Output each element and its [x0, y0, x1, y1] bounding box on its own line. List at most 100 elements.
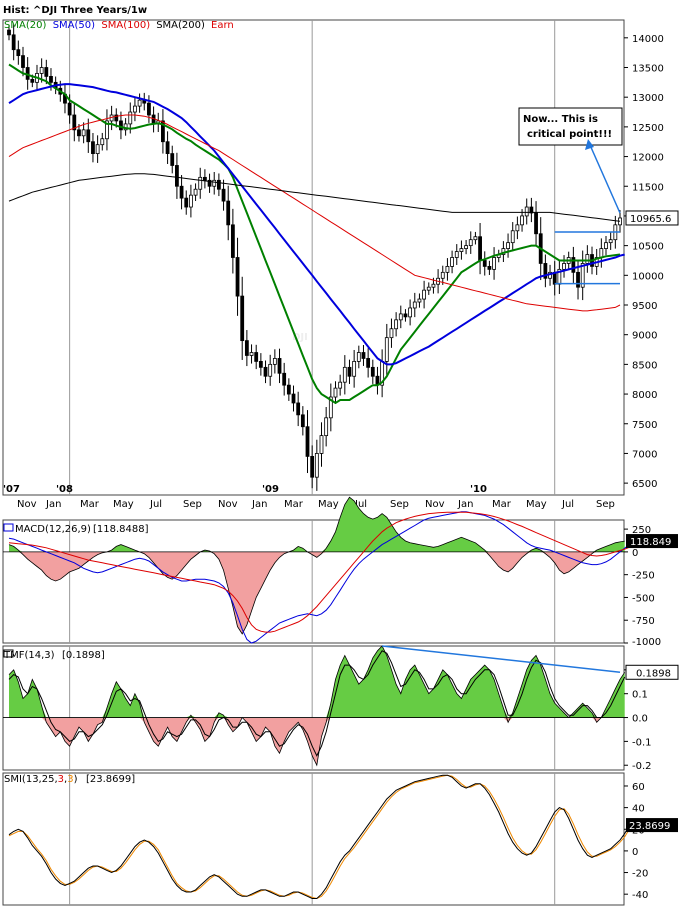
- price-y-tick-label: 7000: [632, 449, 657, 460]
- smi-y-tick-label: 0: [632, 847, 638, 858]
- candle-body: [454, 251, 459, 258]
- smi-y-tick-label: 40: [632, 804, 645, 815]
- candle-body: [398, 313, 403, 321]
- annotation-line1: Now... This is: [523, 114, 598, 125]
- tmf-trend-line: [382, 645, 621, 673]
- candle-body: [30, 78, 35, 83]
- candle-body: [431, 283, 436, 288]
- macd-panel-frame: [2, 519, 625, 644]
- candle-body: [240, 295, 245, 342]
- candle-body: [408, 307, 413, 318]
- candle-body: [49, 76, 53, 83]
- macd-legend-swatch: [3, 523, 14, 532]
- smi-label: SMI(13,25,3,3): [4, 774, 78, 785]
- annotation-arrow-line: [589, 144, 621, 214]
- candle-body: [105, 120, 109, 140]
- smi-current-box: [626, 818, 678, 833]
- candle-body: [580, 263, 585, 288]
- x-tick-label: Jul: [561, 499, 574, 510]
- smi-line: [8, 774, 630, 899]
- candle-body: [487, 266, 492, 270]
- candle-body: [184, 197, 189, 208]
- x-tick-label: Nov: [425, 499, 445, 510]
- price-y-tick-label: 9500: [632, 301, 657, 312]
- candle-body: [202, 176, 207, 181]
- overlay: Now... This is critical point!!! 10965.6: [518, 107, 679, 226]
- tmf-y-tick-label: 0.1: [632, 690, 648, 701]
- macd-y-tick-label: -500: [632, 593, 655, 604]
- x-tick-label: Nov: [17, 499, 37, 510]
- candle-body: [263, 366, 268, 377]
- candle-body: [91, 141, 95, 154]
- macd-label: MACD(12,26,9): [15, 524, 91, 535]
- candle-body: [328, 396, 333, 419]
- candle-body: [510, 230, 515, 244]
- candle-body: [170, 153, 175, 166]
- candle-body: [119, 120, 123, 131]
- smi-y-tick-label: -40: [632, 890, 648, 901]
- x-tick-label: Mar: [492, 499, 512, 510]
- price-y-tick-label: 8000: [632, 390, 657, 401]
- candle-body: [459, 248, 464, 252]
- x-tick-label: '10: [470, 484, 487, 495]
- candle-body: [114, 114, 119, 122]
- candle-body: [445, 266, 450, 273]
- candle-body: [133, 105, 137, 113]
- price-y-tick-label: 10500: [632, 242, 664, 253]
- price-y-tick-label: 8500: [632, 360, 657, 371]
- candle-body: [258, 361, 263, 368]
- macd-histogram-negative-area: [9, 551, 625, 634]
- tmf-y-tick-label: -0.2: [632, 761, 652, 772]
- candle-body: [492, 257, 496, 270]
- tmf-legend-swatch: [3, 649, 14, 658]
- tmf-y-tick-label: -0.1: [632, 737, 652, 748]
- candle-body: [473, 236, 478, 241]
- candle-body: [384, 337, 389, 362]
- candle-body: [571, 257, 576, 273]
- x-tick-label: '07: [3, 484, 20, 495]
- candle-body: [100, 138, 105, 146]
- candle-body: [506, 242, 510, 249]
- candle-body: [356, 352, 361, 362]
- candle-body: [226, 200, 231, 226]
- tmf-negative-area: [9, 717, 625, 766]
- annotation-arrow-head: [585, 139, 594, 150]
- macd-y-tick-label: 250: [632, 525, 651, 536]
- candle-body: [562, 263, 566, 270]
- candle-body: [468, 239, 473, 247]
- candle-body: [520, 215, 524, 226]
- candle-body: [7, 29, 11, 36]
- candle-body: [370, 366, 375, 377]
- candle-body: [67, 102, 72, 116]
- smi-panel: 6040200-20-40SMI(13,25,3,3)[23.8699]23.8…: [2, 772, 678, 906]
- legend-sma200: SMA(200): [156, 20, 205, 31]
- tmf-signal-line: [8, 650, 626, 757]
- candle-body: [342, 366, 347, 383]
- candle-body: [543, 263, 548, 279]
- candle-body: [230, 224, 235, 258]
- smi-label-b: 3: [67, 774, 73, 785]
- chart-title: Hist: ^DJI Three Years/1w: [3, 5, 147, 16]
- candle-body: [175, 165, 179, 187]
- candle-body: [361, 352, 366, 359]
- smi-value: [23.8699]: [86, 774, 135, 785]
- candle-body: [394, 319, 399, 330]
- candle-body: [249, 352, 254, 356]
- candle-body: [254, 352, 259, 362]
- x-tick-label: Jul: [149, 499, 162, 510]
- tmf-y-tick-label: 0.0: [632, 714, 648, 725]
- tmf-value: [0.1898]: [62, 650, 105, 661]
- title-bar: [0, 0, 680, 18]
- x-tick-label: Mar: [80, 499, 100, 510]
- candle-body: [21, 55, 25, 68]
- candle-body: [72, 114, 77, 131]
- candle-body: [128, 111, 133, 125]
- candle-body: [482, 260, 487, 267]
- candle-body: [207, 179, 212, 187]
- sma20-line: [8, 63, 621, 405]
- legend-sma20: SMA(20): [4, 20, 46, 31]
- candle-body: [286, 384, 291, 395]
- x-tick-label: Jan: [45, 499, 61, 510]
- legend-sma100: SMA(100): [101, 20, 150, 31]
